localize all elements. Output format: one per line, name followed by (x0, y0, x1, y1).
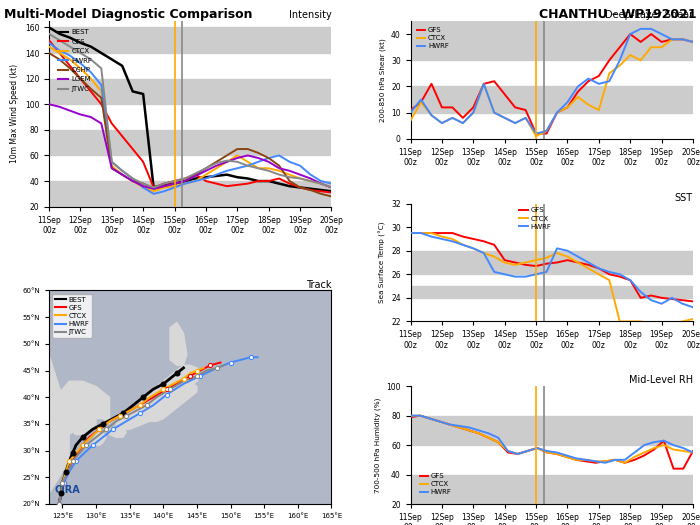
Text: CHANTHU - WP192021: CHANTHU - WP192021 (539, 8, 696, 21)
Polygon shape (170, 322, 187, 365)
Bar (410, 286, 693, 298)
Legend: GFS, CTCX, HWRF: GFS, CTCX, HWRF (517, 205, 554, 233)
Bar (410, 475, 693, 504)
Text: Mid-Level RH: Mid-Level RH (629, 375, 693, 385)
Bar (410, 251, 693, 274)
Bar (410, 416, 693, 445)
Y-axis label: 200-850 hPa Shear (kt): 200-850 hPa Shear (kt) (379, 38, 386, 122)
Y-axis label: 10m Max Wind Speed (kt): 10m Max Wind Speed (kt) (10, 64, 19, 163)
Legend: GFS, CTCX, HWRF: GFS, CTCX, HWRF (416, 470, 454, 498)
Polygon shape (42, 381, 109, 440)
Text: Deep-Layer Shear: Deep-Layer Shear (605, 10, 693, 20)
Bar (410, 21, 693, 60)
Polygon shape (66, 400, 96, 435)
Text: SST: SST (675, 193, 693, 203)
Polygon shape (109, 427, 126, 437)
Text: Track: Track (306, 280, 332, 290)
Bar (49, 79, 332, 104)
Bar (49, 130, 332, 155)
Polygon shape (116, 376, 197, 429)
Text: Intensity: Intensity (288, 10, 332, 20)
Polygon shape (29, 290, 69, 504)
Legend: BEST, GFS, CTCX, HWRF, DSHP, LGEM, JTWC: BEST, GFS, CTCX, HWRF, DSHP, LGEM, JTWC (55, 26, 95, 94)
Text: CIRA: CIRA (55, 486, 80, 496)
Polygon shape (90, 432, 106, 445)
Bar (410, 87, 693, 113)
Y-axis label: Sea Surface Temp (°C): Sea Surface Temp (°C) (378, 222, 386, 303)
Legend: GFS, CTCX, HWRF: GFS, CTCX, HWRF (414, 25, 452, 52)
Legend: BEST, GFS, CTCX, HWRF, JTWC: BEST, GFS, CTCX, HWRF, JTWC (52, 294, 92, 338)
Text: Multi-Model Diagnostic Comparison: Multi-Model Diagnostic Comparison (4, 8, 252, 21)
Y-axis label: 700-500 hPa Humidity (%): 700-500 hPa Humidity (%) (374, 397, 381, 493)
Bar (49, 181, 332, 207)
Bar (49, 27, 332, 53)
Polygon shape (170, 365, 200, 392)
